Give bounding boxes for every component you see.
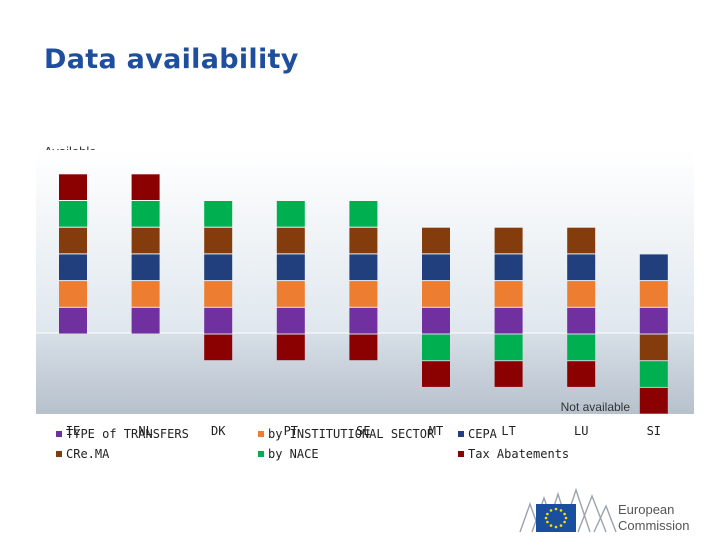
- bar-SE-1: [349, 281, 378, 307]
- bar-DK-5: [204, 334, 233, 361]
- legend-swatch: [56, 451, 62, 457]
- bar-LU-2: [567, 254, 596, 281]
- bar-IE-5: [59, 174, 87, 200]
- bar-DK-3: [204, 227, 233, 254]
- availability-chart: Not available IE NL DK PT SE MT LT LU SI TYPE of…: [36, 150, 694, 461]
- bar-IE-3: [59, 227, 87, 254]
- european-commission-logo: [519, 488, 617, 533]
- bar-SI-2: [639, 254, 668, 281]
- bar-NL-3: [131, 227, 160, 254]
- bar-LU-5: [567, 361, 596, 387]
- bar-SI-4: [639, 361, 668, 387]
- bar-LU-1: [567, 281, 596, 307]
- x-tick-label: MT: [429, 424, 443, 438]
- legend-swatch: [56, 431, 62, 437]
- legend-swatch: [458, 451, 464, 457]
- bar-SE-4: [349, 201, 378, 227]
- bar-LU-3: [567, 227, 596, 254]
- legend-label: CRe.MA: [66, 447, 110, 461]
- bar-PT-2: [276, 254, 305, 281]
- legend-swatch: [258, 451, 264, 457]
- x-tick-label: IE: [66, 424, 80, 438]
- x-tick-label: LT: [501, 424, 515, 438]
- bar-LT-2: [494, 254, 523, 281]
- bar-IE-2: [59, 254, 87, 281]
- bar-NL-1: [131, 281, 160, 307]
- bar-NL-4: [131, 201, 160, 227]
- bar-LU-0: [567, 307, 596, 334]
- bar-SI-0: [639, 307, 668, 334]
- bar-NL-2: [131, 254, 160, 281]
- x-tick-label: PT: [284, 424, 298, 438]
- bar-MT-2: [422, 254, 450, 281]
- bar-LT-4: [494, 334, 523, 361]
- bar-MT-3: [422, 227, 450, 254]
- bar-DK-0: [204, 307, 233, 334]
- bar-LT-1: [494, 281, 523, 307]
- bar-SE-5: [349, 334, 378, 361]
- bar-DK-2: [204, 254, 233, 281]
- x-tick-label: DK: [211, 424, 226, 438]
- bar-SE-0: [349, 307, 378, 334]
- x-tick-label: SE: [356, 424, 370, 438]
- x-tick-label: LU: [574, 424, 588, 438]
- bar-PT-1: [276, 281, 305, 307]
- bar-IE-0: [59, 307, 87, 334]
- bar-NL-5: [131, 174, 160, 200]
- logo-text: European Commission: [618, 502, 690, 534]
- legend-label: TYPE of TRANSFERS: [66, 427, 189, 441]
- bar-PT-5: [276, 334, 305, 361]
- bar-PT-4: [276, 201, 305, 227]
- bar-SI-5: [639, 387, 668, 414]
- not-available-label: Not available: [561, 400, 631, 414]
- bar-MT-5: [422, 361, 450, 387]
- legend-label: by NACE: [268, 447, 319, 461]
- legend-label: CEPA: [468, 427, 498, 441]
- legend-swatch: [458, 431, 464, 437]
- bar-SE-3: [349, 227, 378, 254]
- logo-line-1: European: [618, 502, 675, 517]
- bar-SI-3: [639, 334, 668, 361]
- legend-swatch: [258, 431, 264, 437]
- bar-SE-2: [349, 254, 378, 281]
- bar-LT-5: [494, 361, 523, 387]
- legend-label: Tax Abatements: [468, 447, 569, 461]
- logo-line-2: Commission: [618, 518, 690, 533]
- bar-IE-1: [59, 281, 87, 307]
- bar-DK-4: [204, 201, 233, 227]
- bar-MT-0: [422, 307, 450, 334]
- bar-NL-0: [131, 307, 160, 334]
- bar-MT-4: [422, 334, 450, 361]
- x-tick-label: SI: [647, 424, 661, 438]
- bar-PT-0: [276, 307, 305, 334]
- bar-PT-3: [276, 227, 305, 254]
- bar-LU-4: [567, 334, 596, 361]
- bar-MT-1: [422, 281, 450, 307]
- page-title: Data availability: [44, 44, 299, 75]
- bar-LT-3: [494, 227, 523, 254]
- bar-SI-1: [639, 281, 668, 307]
- bar-DK-1: [204, 281, 233, 307]
- bar-IE-4: [59, 201, 87, 227]
- bar-LT-0: [494, 307, 523, 334]
- x-tick-label: NL: [138, 424, 152, 438]
- legend-label: by INSTITUTIONAL SECTOR: [268, 427, 435, 441]
